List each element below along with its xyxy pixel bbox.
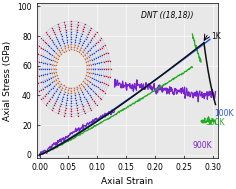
Text: DNT ((18,18)): DNT ((18,18)) xyxy=(140,11,193,20)
Text: 900K: 900K xyxy=(192,141,212,150)
Text: 300K: 300K xyxy=(206,118,225,127)
Y-axis label: Axial Stress (GPa): Axial Stress (GPa) xyxy=(3,40,12,121)
Text: 1K: 1K xyxy=(211,32,221,41)
X-axis label: Axial Strain: Axial Strain xyxy=(101,177,154,186)
Text: 100K: 100K xyxy=(214,109,233,118)
